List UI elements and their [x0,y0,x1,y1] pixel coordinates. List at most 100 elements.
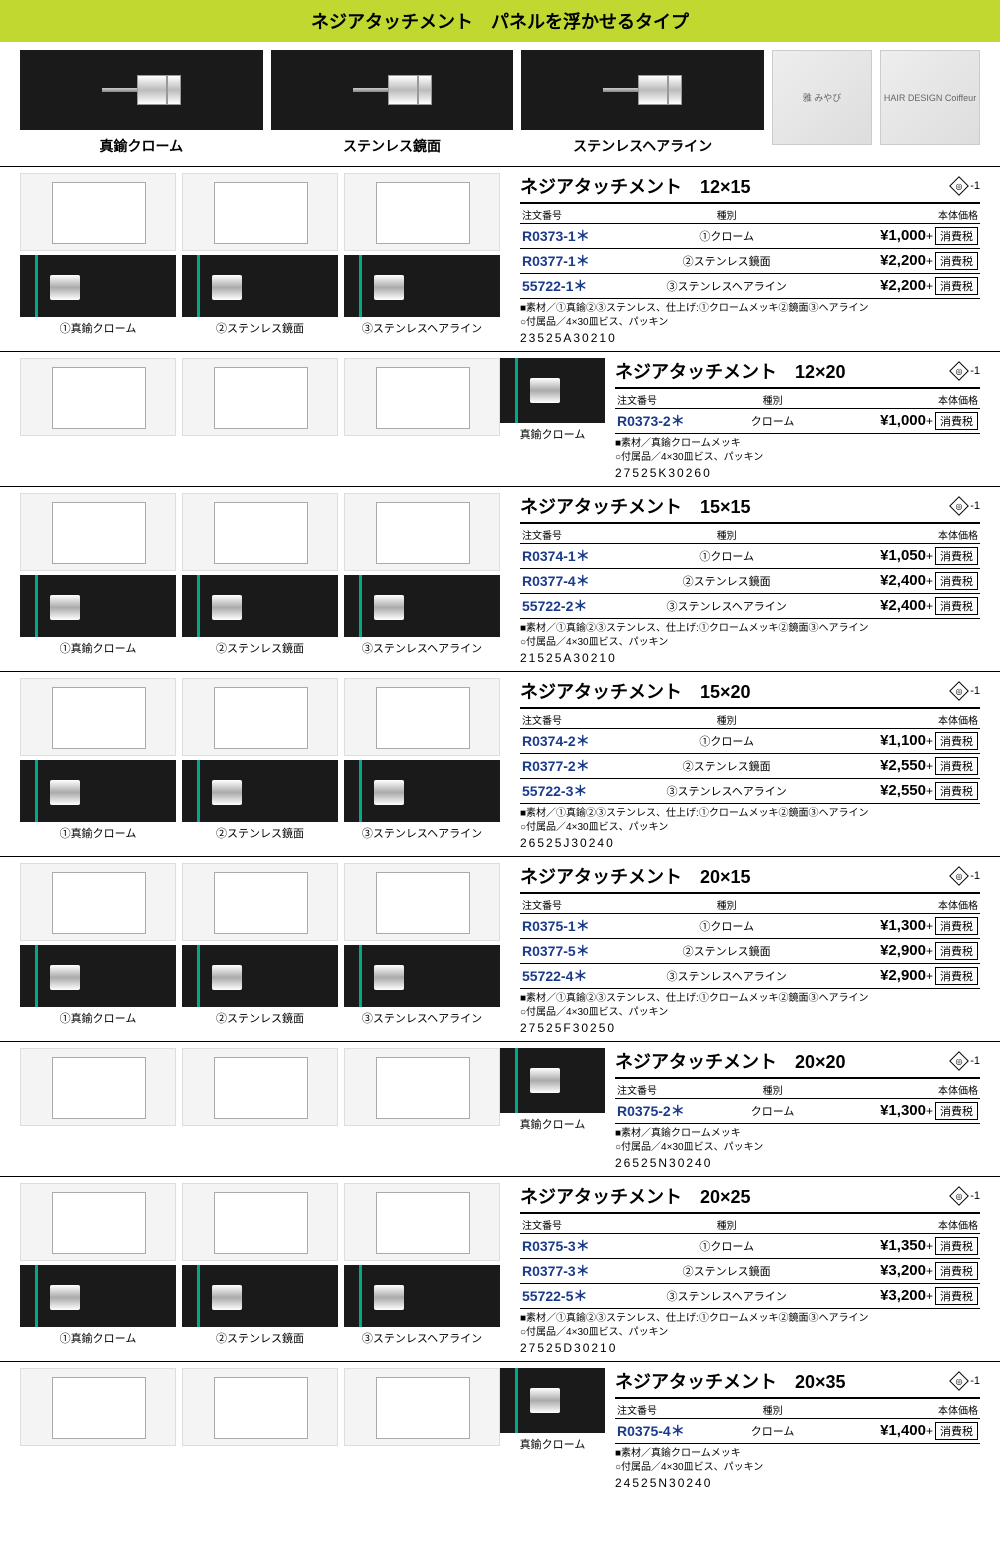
sample: ②ステンレス鏡面 [182,575,338,656]
product-code: 21525A30210 [520,651,980,665]
tech-diagram [20,493,176,571]
plus: + [926,1424,933,1438]
hero-image [521,50,764,130]
plus: + [926,784,933,798]
note-line: ○付属品／4×30皿ビス、パッキン [520,636,980,650]
th-price: 本体価格 [823,896,980,914]
plus: + [926,549,933,563]
tech-diagram [182,1368,338,1446]
sample-label: ③ステンレスヘアライン [344,1007,500,1026]
tech-diagram [344,493,500,571]
sample: ②ステンレス鏡面 [182,760,338,841]
badge-icon: ◎ [949,1051,969,1071]
variant: ②ステンレス鏡面 [631,569,823,594]
tax-label: 消費税 [935,597,978,615]
plus: + [926,1104,933,1118]
spec-table: 注文番号 種別 本体価格 R0373-1＊ ①クローム ¥1,000+消費税 R… [520,206,980,299]
info-column: ネジアタッチメント 12×20 ◎ -1 注文番号 種別 本体価格 R0373-… [615,358,980,480]
tech-diagram [344,863,500,941]
order-number: R0377-4＊ [522,573,590,589]
note-line: ■素材／①真鍮②③ステンレス、仕上げ:①クロームメッキ②鏡面③ヘアライン [520,302,980,316]
product-block: ①真鍮クローム ②ステンレス鏡面 ③ステンレスヘアライン ネジアタッチメント 2… [0,1176,1000,1361]
order-number: R0374-1＊ [522,548,590,564]
sample: 真鍮クローム [500,1368,605,1490]
tax-label: 消費税 [935,1237,978,1255]
info-column: ネジアタッチメント 20×35 ◎ -1 注文番号 種別 本体価格 R0375-… [615,1368,980,1490]
note-line: ○付属品／4×30皿ビス、パッキン [615,451,980,465]
note-line: ○付属品／4×30皿ビス、パッキン [520,1006,980,1020]
variant: ①クローム [631,729,823,754]
diagram-area [20,863,500,941]
samples-row: ①真鍮クローム ②ステンレス鏡面 ③ステンレスヘアライン [20,760,500,841]
tax-label: 消費税 [935,732,978,750]
diagram-column: ①真鍮クローム ②ステンレス鏡面 ③ステンレスヘアライン [20,1183,500,1355]
spec-table: 注文番号 種別 本体価格 R0375-2＊ クローム ¥1,300+消費税 [615,1081,980,1124]
product-code: 27525F30250 [520,1021,980,1035]
tech-diagram [20,863,176,941]
note-line: ■素材／①真鍮②③ステンレス、仕上げ:①クロームメッキ②鏡面③ヘアライン [520,807,980,821]
page-ref: -1 [970,365,980,377]
notes: ■素材／①真鍮②③ステンレス、仕上げ:①クロームメッキ②鏡面③ヘアライン○付属品… [520,622,980,649]
sample-image [500,1048,605,1113]
th-price: 本体価格 [823,711,980,729]
note-line: ■素材／真鍮クロームメッキ [615,437,980,451]
sample-image [20,1265,176,1327]
hero-extra-image: HAIR DESIGN Coiffeur [880,50,980,145]
order-number: 55722-3＊ [522,783,587,799]
product-title: ネジアタッチメント 20×25 [520,1183,952,1209]
hero-caption: ステンレス鏡面 [271,130,514,156]
price: ¥1,100 [880,732,926,749]
sample-image [20,575,176,637]
product-title: ネジアタッチメント 20×20 [615,1048,952,1074]
info-column: ネジアタッチメント 12×15 ◎ -1 注文番号 種別 本体価格 R0373-… [500,173,980,345]
order-number: 55722-5＊ [522,1288,587,1304]
hero-image [20,50,263,130]
variant: ②ステンレス鏡面 [631,249,823,274]
info-column: ネジアタッチメント 15×20 ◎ -1 注文番号 種別 本体価格 R0374-… [500,678,980,850]
price: ¥3,200 [880,1262,926,1279]
tech-diagram [182,358,338,436]
diagram-column [20,1368,500,1490]
product-title: ネジアタッチメント 20×15 [520,863,952,889]
tech-diagram [182,173,338,251]
sample-image [500,1368,605,1433]
th-order: 注文番号 [520,526,631,544]
th-variant: 種別 [631,526,823,544]
tech-diagram [344,358,500,436]
plus: + [926,944,933,958]
variant: ③ステンレスヘアライン [631,779,823,804]
th-order: 注文番号 [615,391,733,409]
tech-diagram [20,678,176,756]
sample-image [20,255,176,317]
product-title: ネジアタッチメント 20×35 [615,1368,952,1394]
variant: ①クローム [631,224,823,249]
sample-label: ②ステンレス鏡面 [182,317,338,336]
page-ref: -1 [970,870,980,882]
tech-diagram [344,1183,500,1261]
th-variant: 種別 [631,206,823,224]
product-block: ①真鍮クローム ②ステンレス鏡面 ③ステンレスヘアライン ネジアタッチメント 2… [0,856,1000,1041]
product-block: ①真鍮クローム ②ステンレス鏡面 ③ステンレスヘアライン ネジアタッチメント 1… [0,166,1000,351]
th-variant: 種別 [733,1081,812,1099]
tech-diagram [182,1183,338,1261]
product-block: ①真鍮クローム ②ステンレス鏡面 ③ステンレスヘアライン ネジアタッチメント 1… [0,486,1000,671]
badge-icon: ◎ [949,866,969,886]
variant: ①クローム [631,544,823,569]
variant: クローム [733,1099,812,1124]
product-title: ネジアタッチメント 15×15 [520,493,952,519]
plus: + [926,279,933,293]
tax-label: 消費税 [935,277,978,295]
diagram-area [20,678,500,756]
plus: + [926,759,933,773]
sample-label: ①真鍮クローム [20,822,176,841]
th-order: 注文番号 [520,206,631,224]
order-number: R0377-1＊ [522,253,590,269]
th-order: 注文番号 [520,1216,631,1234]
product-code: 23525A30210 [520,331,980,345]
order-number: R0375-4＊ [617,1423,685,1439]
variant: ①クローム [631,1234,823,1259]
note-line: ■素材／①真鍮②③ステンレス、仕上げ:①クロームメッキ②鏡面③ヘアライン [520,1312,980,1326]
sample-label: ②ステンレス鏡面 [182,822,338,841]
sample: 真鍮クローム [500,1048,605,1170]
note-line: ○付属品／4×30皿ビス、パッキン [520,821,980,835]
